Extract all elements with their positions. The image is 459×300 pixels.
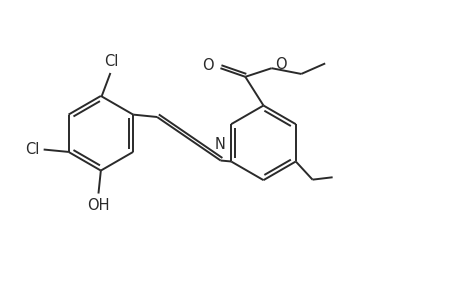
Text: OH: OH [87,198,109,213]
Text: O: O [202,58,213,73]
Text: N: N [214,137,225,152]
Text: O: O [275,57,286,72]
Text: Cl: Cl [25,142,40,157]
Text: Cl: Cl [104,54,118,69]
